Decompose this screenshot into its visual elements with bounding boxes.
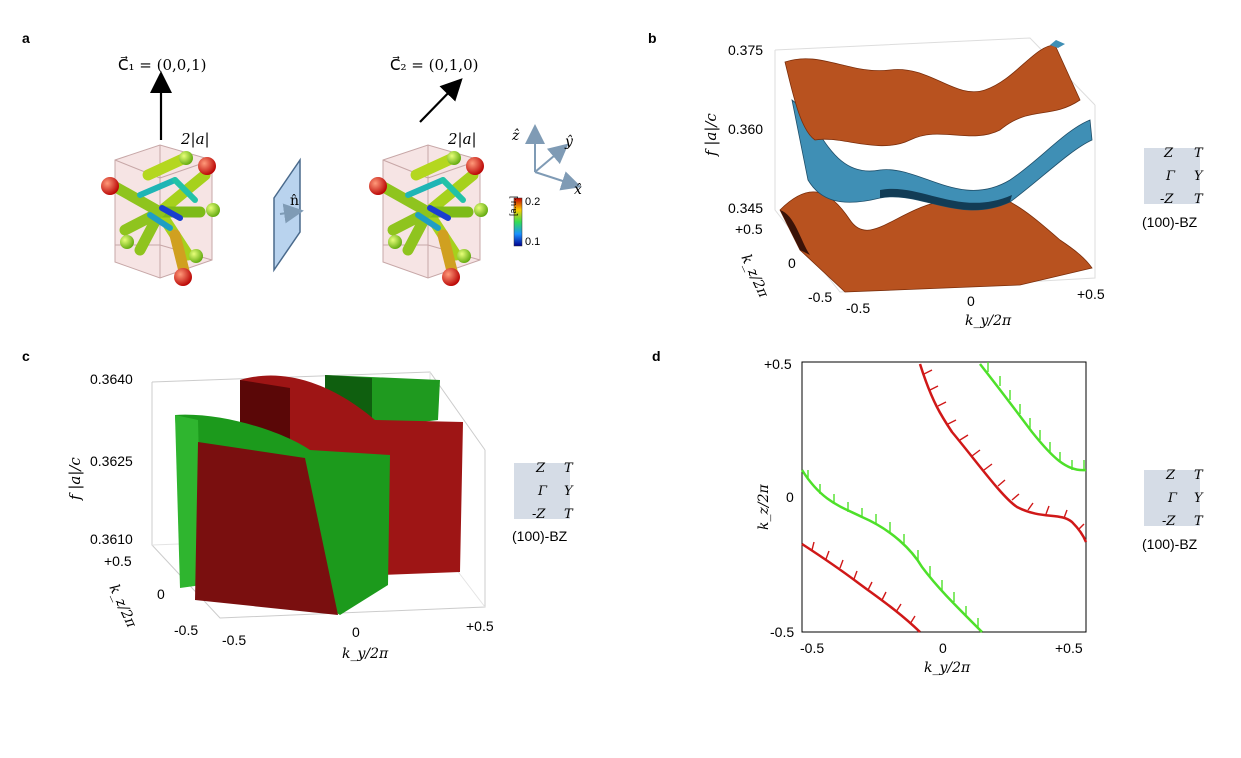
size-label-right: 2|a| xyxy=(448,130,477,148)
d-ky-label: k_y/2π xyxy=(924,660,971,676)
d-kz-tick: 0 xyxy=(786,489,794,505)
b-ky-tick: -0.5 xyxy=(846,300,871,316)
green-arc-upper xyxy=(979,363,1087,472)
colorbar-max: 0.2 xyxy=(525,196,541,208)
upper-band-surface xyxy=(784,44,1081,147)
panel-label-a: a xyxy=(22,30,30,46)
b-ylabel: f |a|/c xyxy=(702,113,720,156)
c2-arrow xyxy=(419,78,463,123)
b-ytick: 0.345 xyxy=(728,200,764,216)
colorbar xyxy=(513,197,523,247)
b-ky-tick: 0 xyxy=(967,293,975,309)
bz-label-b: (100)-BZ xyxy=(1142,214,1198,230)
red-sheet-front xyxy=(195,442,338,615)
x-axis-arrow xyxy=(534,171,582,191)
lower-band-surface xyxy=(779,191,1093,293)
green-arc-lower xyxy=(800,469,983,633)
colorbar-min: 0.1 xyxy=(525,236,541,248)
c-ytick: 0.3610 xyxy=(90,531,133,547)
d-ky-tick: 0 xyxy=(939,640,947,656)
c-ylabel: f |a|/c xyxy=(66,457,84,500)
red-arc-upper xyxy=(918,363,1088,543)
panel-label-b: b xyxy=(648,30,657,46)
c-kz-tick: 0 xyxy=(157,586,165,602)
mirror-plane xyxy=(273,157,301,273)
b-kz-tick: 0 xyxy=(788,255,796,271)
surface-arcs-plot-d xyxy=(800,361,1088,633)
crystal-right xyxy=(369,144,488,286)
b-ytick: 0.375 xyxy=(728,42,764,58)
c-kz-tick: +0.5 xyxy=(104,553,132,569)
b-ky-label: k_y/2π xyxy=(965,313,1012,329)
d-kz-tick: +0.5 xyxy=(764,356,792,372)
panel-label-d: d xyxy=(652,348,661,364)
c-kz-label: k_z/2π xyxy=(105,582,140,631)
d-kz-label: k_z/2π xyxy=(756,484,772,530)
z-axis-label: ẑ xyxy=(512,128,520,144)
colorbar-unit: [a.u.] xyxy=(508,195,518,216)
normal-arrow xyxy=(279,203,304,224)
bz-label-d: (100)-BZ xyxy=(1142,536,1198,552)
c2-vector-label: C⃗₂ = (0,1,0) xyxy=(390,56,479,74)
panel-label-c: c xyxy=(22,348,30,364)
crystal-left xyxy=(101,144,220,286)
y-axis-arrow xyxy=(534,143,569,173)
bz-diagram-d: Z T Γ Y -Z T xyxy=(1144,468,1203,529)
band-surface-plot-c xyxy=(151,371,486,619)
plot-d-frame xyxy=(801,361,1087,633)
bz-diagram-b: Z T Γ Y -Z T xyxy=(1144,146,1203,207)
size-label-left: 2|a| xyxy=(181,130,210,148)
c-ytick: 0.3625 xyxy=(90,453,133,469)
b-ky-tick: +0.5 xyxy=(1077,286,1105,302)
d-ky-tick: +0.5 xyxy=(1055,640,1083,656)
middle-band-surface xyxy=(791,99,1093,211)
x-axis-label: x̂ xyxy=(574,182,582,198)
bz-diagram-c: Z T Γ Y -Z T xyxy=(514,461,573,522)
c-ytick: 0.3640 xyxy=(90,371,133,387)
d-ky-tick: -0.5 xyxy=(800,640,825,656)
b-kz-tick: -0.5 xyxy=(808,289,833,305)
red-arc-lower xyxy=(801,542,921,633)
d-kz-tick: -0.5 xyxy=(770,624,795,640)
c-ky-tick: +0.5 xyxy=(466,618,494,634)
b-ytick: 0.360 xyxy=(728,121,764,137)
band-surface-plot-b xyxy=(774,37,1096,293)
c-kz-tick: -0.5 xyxy=(174,622,199,638)
c-ky-tick: -0.5 xyxy=(222,632,247,648)
c-ky-tick: 0 xyxy=(352,624,360,640)
photonic-crystal-illustration xyxy=(101,71,582,286)
c1-vector-label: C⃗₁ = (0,0,1) xyxy=(118,56,207,74)
bz-label-c: (100)-BZ xyxy=(512,528,568,544)
normal-label: n̂ xyxy=(290,193,300,209)
b-kz-tick: +0.5 xyxy=(735,221,763,237)
c-ky-label: k_y/2π xyxy=(342,646,389,662)
y-axis-label: ŷ xyxy=(565,134,573,150)
